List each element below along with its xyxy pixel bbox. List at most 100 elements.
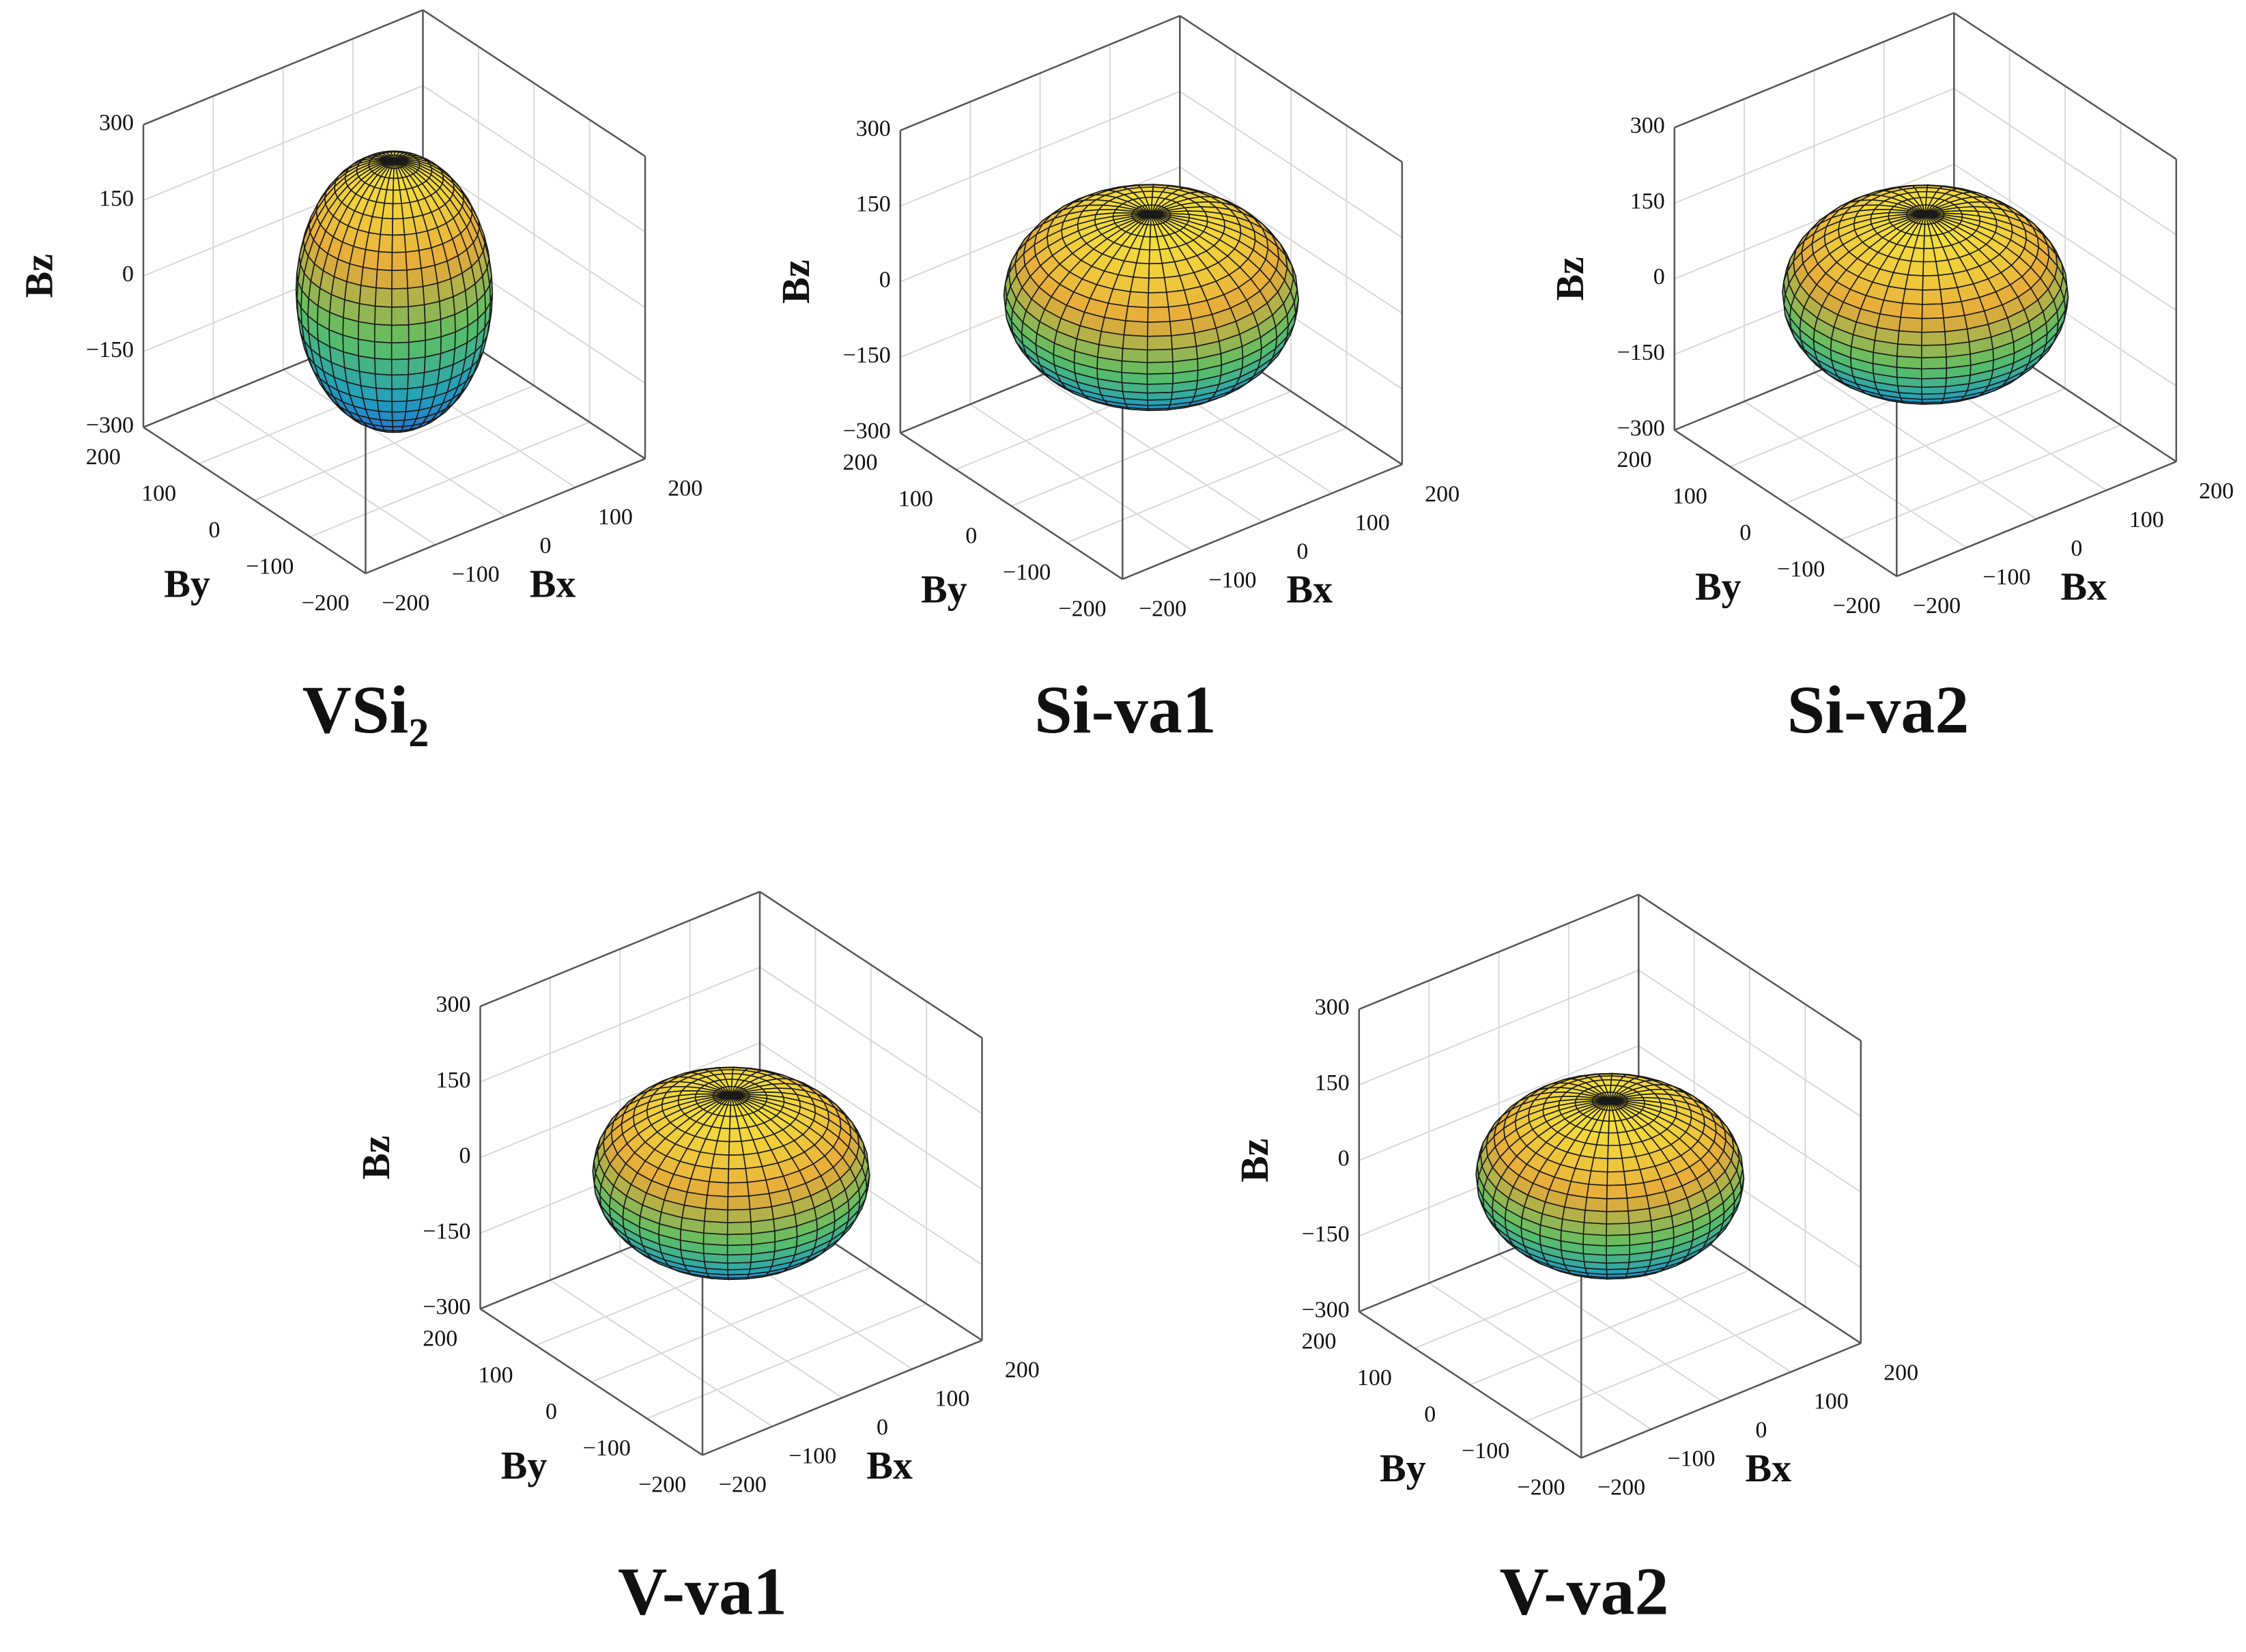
surface-patch xyxy=(713,1140,730,1156)
grid-line xyxy=(900,90,1180,207)
surface-patch xyxy=(1146,335,1173,351)
surface-patch xyxy=(1130,276,1150,294)
surface-patch xyxy=(1921,317,1946,333)
grid-line xyxy=(1179,91,1403,238)
x-tick-label: −200 xyxy=(719,1472,767,1497)
surface-patch xyxy=(705,1195,729,1211)
z-tick-label: 150 xyxy=(856,192,891,217)
surface-patch xyxy=(1920,367,1947,380)
grid-line xyxy=(1525,1306,1806,1423)
z-tick-label: 150 xyxy=(99,186,134,211)
grid-line xyxy=(591,1266,872,1383)
grid-line xyxy=(143,85,423,201)
surface-patch xyxy=(392,189,402,205)
surface-patch xyxy=(1148,248,1163,265)
surface-patch xyxy=(373,324,393,343)
x-tick-label: 100 xyxy=(935,1386,969,1411)
y-tick-label: 100 xyxy=(898,487,933,512)
box-edge xyxy=(422,9,646,157)
surface-patch xyxy=(391,373,409,390)
z-tick-label: 300 xyxy=(1630,113,1665,139)
surface-patch xyxy=(358,285,377,307)
surface-patch xyxy=(358,302,376,325)
z-axis-label: Bz xyxy=(773,259,818,303)
y-tick-label: −100 xyxy=(1462,1438,1509,1464)
y-tick-label: 200 xyxy=(1617,447,1652,472)
z-tick-label: −300 xyxy=(1302,1297,1350,1322)
surface-patch xyxy=(1876,313,1901,332)
surface-patch xyxy=(392,419,406,428)
surface-patch xyxy=(1146,348,1174,363)
surface-patch xyxy=(1922,274,1941,291)
y-axis-label: By xyxy=(1695,565,1742,609)
x-tick-label: −200 xyxy=(382,590,429,616)
z-tick-label: −300 xyxy=(843,418,891,444)
surface-patch xyxy=(1907,260,1924,276)
surface-patch xyxy=(1606,1253,1630,1264)
y-tick-label: −100 xyxy=(246,554,294,579)
grid-line xyxy=(422,160,646,309)
surface-patch xyxy=(391,388,408,402)
box-edge xyxy=(1179,15,1403,163)
surface-plot: −300−1500150300−200−1000100200−200−10001… xyxy=(16,9,702,747)
z-tick-label: −150 xyxy=(86,337,134,362)
box-edge xyxy=(1953,12,2177,160)
y-axis-label: By xyxy=(921,567,967,612)
surface-patch xyxy=(1121,347,1148,363)
surface-plot: −300−1500150300−200−1000100200−200−10001… xyxy=(1548,12,2234,747)
y-axis-label: By xyxy=(501,1443,548,1487)
surface-patch xyxy=(1606,1157,1625,1173)
chart-title: V-va2 xyxy=(1499,1553,1668,1629)
grid-line xyxy=(1785,388,2066,504)
x-tick-label: 100 xyxy=(1355,510,1390,535)
z-tick-label: 0 xyxy=(1653,264,1665,289)
surface-patch xyxy=(1123,320,1149,337)
surface-patch xyxy=(376,251,393,271)
surface-patch xyxy=(748,1193,773,1210)
surface-patch xyxy=(1943,315,1968,332)
x-tick-label: 100 xyxy=(2129,507,2164,532)
z-tick-label: 300 xyxy=(99,110,134,135)
surface-patch xyxy=(1133,262,1150,279)
surface-patch xyxy=(1606,1210,1630,1225)
surface-patch xyxy=(1606,1171,1627,1186)
box-edge xyxy=(900,14,1180,132)
x-tick-label: 200 xyxy=(1425,481,1460,507)
y-axis-label: By xyxy=(164,561,210,606)
y-tick-label: 200 xyxy=(423,1326,457,1351)
surface-patch xyxy=(1922,247,1937,263)
surface-patch xyxy=(1904,274,1924,291)
y-tick-label: 100 xyxy=(141,481,176,506)
grid-line xyxy=(1953,163,2177,311)
surface-patch xyxy=(1147,321,1172,337)
surface-patch xyxy=(1148,263,1165,279)
surface-patch xyxy=(1169,318,1195,337)
surface-patch xyxy=(727,1208,752,1223)
surface-patch xyxy=(703,1221,728,1236)
surface-patch xyxy=(380,217,393,236)
surface-patch xyxy=(374,373,393,390)
surface-patch xyxy=(390,306,410,326)
surface-patch xyxy=(1590,1157,1608,1173)
surface-patch xyxy=(390,341,410,360)
x-tick-label: 0 xyxy=(2071,536,2082,561)
surface-patch xyxy=(1125,305,1149,323)
surface-patch xyxy=(711,1154,730,1170)
surface-patch xyxy=(1896,355,1922,370)
x-tick-label: 100 xyxy=(598,504,633,530)
surface-patch xyxy=(1921,331,1946,346)
grid-line xyxy=(1470,1269,1750,1386)
surface-patch xyxy=(1922,261,1939,276)
box-edge xyxy=(1359,1311,1582,1459)
surface-patch xyxy=(1606,1197,1629,1212)
surface-patch xyxy=(365,231,381,253)
surface-patch xyxy=(727,1195,751,1211)
chart-title: Si-va2 xyxy=(1787,672,1970,747)
surface-patch xyxy=(1121,360,1148,375)
x-tick-label: −100 xyxy=(452,562,500,587)
y-tick-label: 200 xyxy=(843,450,878,475)
surface-patch xyxy=(1921,303,1944,319)
surface-patch xyxy=(408,356,426,375)
grid-line xyxy=(254,384,535,501)
